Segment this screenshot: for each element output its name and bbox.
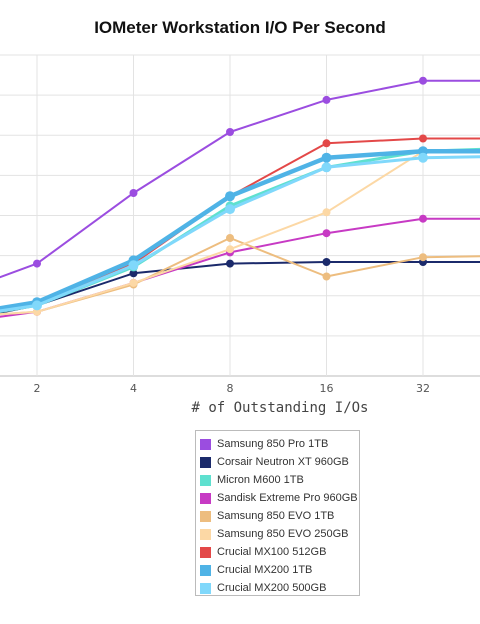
data-point xyxy=(322,139,331,148)
legend: Samsung 850 Pro 1TB Corsair Neutron XT 96… xyxy=(195,430,360,596)
legend-label: Samsung 850 EVO 1TB xyxy=(217,510,335,522)
data-point xyxy=(129,269,138,278)
legend-swatch xyxy=(200,492,211,504)
chart-title: IOMeter Workstation I/O Per Second xyxy=(94,18,386,37)
x-axis-label: # of Outstanding I/Os xyxy=(191,400,369,416)
legend-swatch xyxy=(200,528,211,540)
series-line xyxy=(0,217,480,318)
data-point xyxy=(419,134,427,143)
data-point xyxy=(226,128,234,136)
data-point xyxy=(322,208,331,217)
series-micron-m600-1tb xyxy=(0,146,480,314)
data-point xyxy=(129,278,138,287)
data-point xyxy=(322,95,331,104)
x-tick-label: 4 xyxy=(130,382,137,395)
data-point xyxy=(322,258,331,266)
data-point xyxy=(419,253,427,262)
legend-swatch xyxy=(200,456,211,468)
legend-label: Corsair Neutron XT 960GB xyxy=(217,456,349,468)
data-point xyxy=(33,259,41,268)
data-point xyxy=(225,191,235,202)
data-point xyxy=(419,214,427,223)
series-sandisk-extreme-pro-960gb xyxy=(0,214,480,318)
data-point xyxy=(418,152,428,163)
data-point xyxy=(321,162,332,173)
series-crucial-mx200-500gb xyxy=(0,152,480,313)
legend-item: Crucial MX100 512GB xyxy=(200,543,359,561)
data-point xyxy=(226,245,234,254)
legend-swatch xyxy=(200,546,211,558)
legend-label: Samsung 850 Pro 1TB xyxy=(217,438,329,450)
legend-item: Samsung 850 Pro 1TB xyxy=(200,435,359,453)
data-point xyxy=(321,152,332,163)
data-point xyxy=(32,300,42,311)
data-point xyxy=(419,76,427,85)
line-chart: 2 4 8 16 32 xyxy=(0,54,480,395)
legend-label: Crucial MX100 512GB xyxy=(217,546,327,558)
legend-item: Samsung 850 EVO 1TB xyxy=(200,507,359,525)
data-point xyxy=(322,272,331,281)
data-point xyxy=(226,259,234,268)
x-tick-label: 32 xyxy=(416,382,430,395)
legend-label: Samsung 850 EVO 250GB xyxy=(217,528,349,540)
series-samsung-850-pro-1tb xyxy=(0,76,480,279)
series-lines xyxy=(0,76,480,318)
legend-swatch xyxy=(200,510,211,522)
legend-swatch xyxy=(200,564,211,576)
data-point xyxy=(129,189,138,197)
data-point xyxy=(128,260,139,271)
legend-item: Crucial MX200 1TB xyxy=(200,561,359,579)
legend-item: Samsung 850 EVO 250GB xyxy=(200,525,359,543)
grid xyxy=(0,54,480,377)
series-line xyxy=(0,261,480,314)
data-point xyxy=(322,229,331,238)
data-point xyxy=(225,204,235,215)
x-tick-label: 2 xyxy=(34,382,41,395)
data-point xyxy=(226,234,234,242)
legend-label: Crucial MX200 1TB xyxy=(217,564,313,576)
legend-swatch xyxy=(200,438,211,450)
legend-label: Crucial MX200 500GB xyxy=(217,582,327,594)
x-tick-label: 8 xyxy=(227,382,234,395)
legend-item: Crucial MX200 500GB xyxy=(200,579,359,597)
legend-item: Corsair Neutron XT 960GB xyxy=(200,453,359,471)
legend-label: Sandisk Extreme Pro 960GB xyxy=(217,492,358,504)
series-samsung-850-evo-1tb xyxy=(0,234,480,316)
legend-item: Sandisk Extreme Pro 960GB xyxy=(200,489,359,507)
legend-label: Micron M600 1TB xyxy=(217,474,304,486)
legend-swatch xyxy=(200,474,211,486)
x-tick-label: 16 xyxy=(320,382,334,395)
x-tick-labels: 2 4 8 16 32 xyxy=(34,382,431,395)
legend-swatch xyxy=(200,582,211,594)
legend-item: Micron M600 1TB xyxy=(200,471,359,489)
